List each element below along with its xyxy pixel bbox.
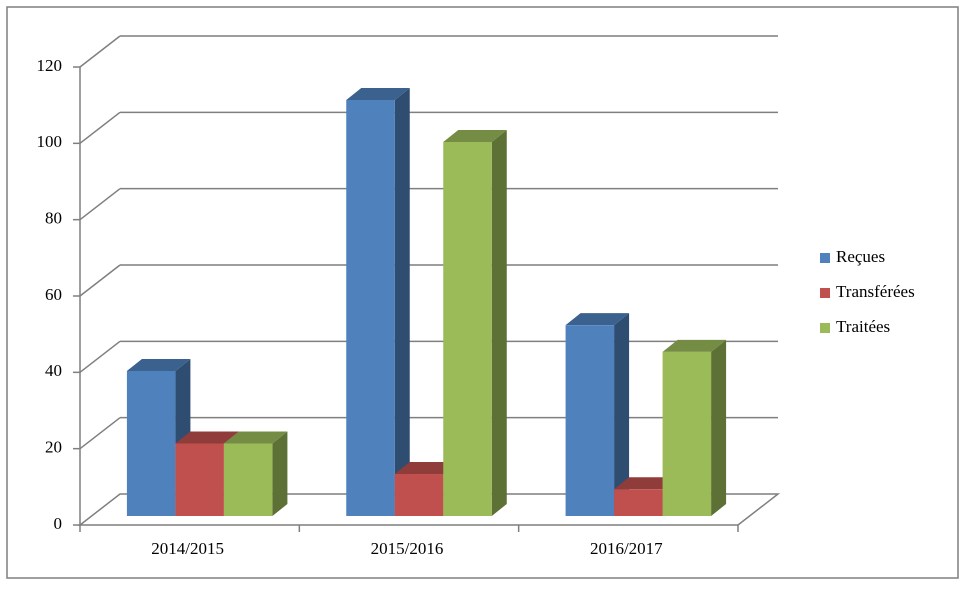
bar: [662, 351, 712, 516]
bar: [126, 370, 176, 516]
bar-side: [491, 129, 507, 516]
bar-side: [394, 87, 410, 516]
grid-line: [79, 111, 121, 144]
bar-side: [614, 313, 630, 516]
legend-swatch: [820, 288, 830, 298]
y-tick-label: 40: [45, 361, 62, 380]
x-tick-label: 2014/2015: [151, 539, 224, 558]
bar-top: [614, 477, 678, 490]
grid-line: [79, 264, 121, 297]
y-tick-label: 100: [37, 132, 63, 151]
grid-line: [79, 35, 121, 68]
y-tick-label: 120: [37, 56, 63, 75]
bar: [443, 141, 492, 516]
bar: [223, 443, 273, 516]
bar-top: [565, 313, 630, 326]
bar-top: [346, 87, 410, 100]
bar-top: [126, 358, 191, 371]
grid-line: [79, 188, 121, 221]
bar-top: [443, 129, 507, 142]
legend-label: Reçues: [836, 247, 885, 266]
bar-top: [175, 431, 239, 444]
bar: [565, 325, 615, 516]
y-tick-label: 0: [54, 514, 63, 533]
bar: [394, 474, 444, 516]
y-tick-label: 20: [45, 438, 62, 457]
bar: [614, 489, 663, 516]
bar: [175, 443, 224, 516]
x-tick-label: 2016/2017: [590, 539, 663, 558]
x-tick-label: 2015/2016: [371, 539, 444, 558]
y-tick-label: 60: [45, 285, 62, 304]
legend-swatch: [820, 323, 830, 333]
bar-side: [711, 339, 727, 516]
legend-swatch: [820, 253, 830, 263]
grid-line: [79, 417, 121, 450]
bar-top: [394, 462, 459, 475]
legend-label: Transférées: [836, 282, 915, 301]
legend-label: Traitées: [836, 317, 890, 336]
y-tick-label: 80: [45, 209, 62, 228]
bar-top: [223, 431, 288, 444]
bar-side: [272, 431, 288, 516]
bar-top: [662, 339, 727, 352]
grid-line: [79, 340, 121, 373]
bar: [346, 99, 395, 516]
